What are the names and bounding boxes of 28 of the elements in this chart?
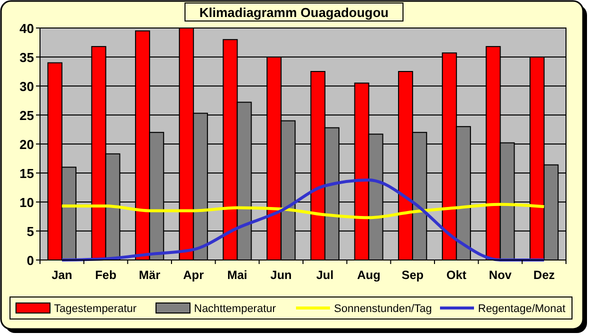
y-tick-label: 5	[26, 224, 34, 239]
line-series	[60, 178, 546, 262]
x-tick-label: Aug	[357, 268, 380, 282]
legend-label: Regentage/Monat	[478, 303, 566, 315]
x-tick-label: Apr	[183, 268, 204, 282]
chart-title: Klimadiagramm Ouagadougou	[199, 5, 389, 20]
x-tick-label: Jul	[316, 268, 334, 282]
legend-label: Sonnenstunden/Tag	[334, 303, 432, 315]
y-tick-label: 15	[20, 166, 34, 181]
legend-label: Nachttemperatur	[194, 303, 276, 315]
y-tick-label: 0	[26, 253, 34, 268]
x-tick-label: Jun	[270, 268, 292, 282]
y-tick-label: 40	[20, 21, 34, 36]
x-tick-label: Feb	[95, 268, 116, 282]
x-tick-label: Mär	[138, 268, 161, 282]
x-tick-label: Okt	[446, 268, 466, 282]
y-tick-label: 10	[20, 195, 34, 210]
y-tick-label: 35	[20, 50, 34, 65]
y-tick-label: 20	[20, 137, 34, 152]
y-tick-label: 25	[20, 108, 34, 123]
line-series	[60, 202, 546, 220]
legend-label: Tagestemperatur	[54, 303, 137, 315]
y-tick-label: 30	[20, 79, 34, 94]
x-tick-label: Jan	[52, 268, 72, 282]
x-tick-label: Nov	[488, 268, 512, 282]
x-tick-label: Dez	[533, 268, 555, 282]
x-tick-label: Sep	[402, 268, 424, 282]
x-tick-label: Mai	[227, 268, 248, 282]
